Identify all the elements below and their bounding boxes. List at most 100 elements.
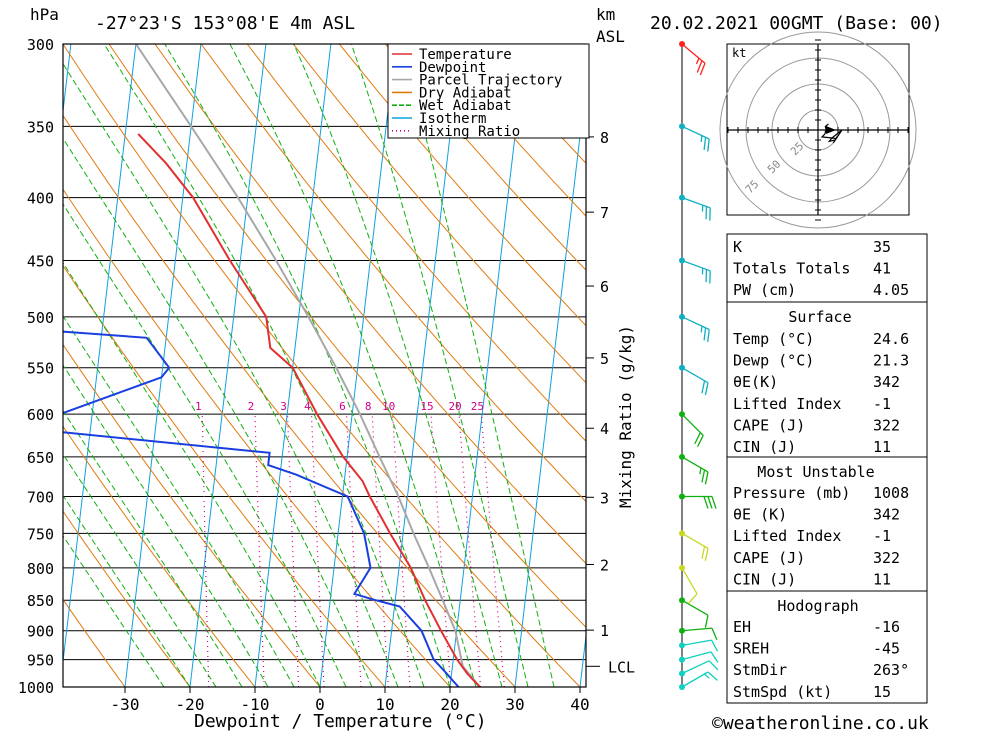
- index-label: StmSpd (kt): [733, 683, 832, 701]
- wet-adiabat-line: [103, 44, 425, 687]
- skew-t-profiles: [63, 44, 481, 687]
- wind-barb: [681, 671, 718, 688]
- mixing-ratio-label: 15: [420, 400, 433, 413]
- legend-entry: Parcel Trajectory: [419, 73, 562, 89]
- height-tick-label: 4: [600, 420, 609, 438]
- pressure-tick-label: 300: [27, 36, 54, 54]
- wind-barb-shaft: [681, 197, 711, 209]
- legend-entry: Isotherm: [419, 111, 486, 127]
- hodograph-unit-label: kt: [732, 46, 746, 60]
- index-value: 35: [873, 238, 891, 256]
- index-value: 24.6: [873, 330, 909, 348]
- index-label: Dewp (°C): [733, 352, 814, 370]
- wet-adiabat-line: [63, 62, 399, 687]
- isotherm-line: [63, 44, 137, 666]
- dry-adiabat-line: [63, 343, 321, 687]
- wind-barb-flag: [694, 432, 701, 445]
- wind-barb-flag: [704, 471, 709, 485]
- wind-barb: [681, 413, 704, 448]
- wind-barb-flag: [703, 327, 707, 341]
- dry-adiabat-line: [63, 510, 191, 687]
- skew-t-grid: [0, 44, 586, 687]
- index-value: 342: [873, 373, 900, 391]
- wet-adiabat-line: [164, 44, 451, 687]
- legend-entry: Dry Adiabat: [419, 85, 512, 101]
- profile-dewpoint: [63, 330, 460, 687]
- wind-barb: [681, 367, 709, 396]
- wind-barb: [681, 532, 709, 561]
- wind-barb-flag: [701, 380, 706, 394]
- mixing-ratio-label: 20: [448, 400, 461, 413]
- wind-barb-shaft: [681, 43, 706, 64]
- unstable-index-box: [726, 456, 928, 592]
- dry-adiabat-line: [63, 598, 126, 687]
- skew-t-diagram: 1 2 3 4 6 8 10 15 20 2530035040045050055060065070…: [0, 36, 635, 714]
- dry-adiabat-line: [108, 44, 586, 629]
- wind-barb: [681, 567, 698, 604]
- wind-barb-shaft: [681, 316, 710, 331]
- wind-barb-flag: [711, 496, 717, 509]
- mixing-ratio-line: [430, 414, 452, 687]
- pressure-tick-label: 650: [27, 449, 54, 467]
- wind-barb: [681, 259, 711, 284]
- pressure-tick-label: 550: [27, 360, 54, 378]
- pressure-tick-label: 900: [27, 623, 54, 641]
- index-label: CIN (J): [733, 570, 796, 588]
- index-label: EH: [733, 618, 751, 636]
- isotherm-line: [0, 44, 6, 687]
- wind-barb-flag: [707, 496, 713, 509]
- wind-barb: [681, 599, 709, 628]
- wind-barb-flag: [704, 382, 709, 396]
- index-value: -16: [873, 618, 900, 636]
- mixing-ratio-label: 8: [365, 400, 372, 413]
- index-value: 263°: [873, 661, 909, 679]
- pressure-tick-label: 750: [27, 525, 54, 543]
- wind-barb-flag: [699, 63, 706, 76]
- temperature-tick-label: 40: [570, 695, 589, 714]
- temperature-tick-label: -20: [176, 695, 205, 714]
- dry-adiabat-line: [63, 425, 256, 687]
- index-value: 342: [873, 506, 900, 524]
- profile-parcel-trajectory: [135, 44, 481, 687]
- mixing-ratio-label: 2: [248, 400, 255, 413]
- height-tick-label: 8: [600, 129, 609, 147]
- index-label: CIN (J): [733, 438, 796, 456]
- wind-barb-flag: [703, 137, 707, 150]
- wind-barb: [681, 660, 719, 675]
- wind-barb-flag: [688, 593, 698, 604]
- wind-barb-half-flag: [699, 467, 702, 475]
- mixing-ratio-label: 3: [280, 400, 287, 413]
- wind-barb-shaft: [681, 567, 698, 595]
- wind-barb: [681, 316, 710, 343]
- height-tick-label: 5: [600, 350, 609, 368]
- height-unit-label: km: [596, 5, 615, 24]
- location-title: -27°23'S 153°08'E 4m ASL: [95, 13, 355, 34]
- wet-adiabat-line: [63, 315, 295, 687]
- index-value: 11: [873, 570, 891, 588]
- height-tick-label: 6: [600, 278, 609, 296]
- index-label: CAPE (J): [733, 549, 805, 567]
- index-value: 41: [873, 260, 891, 278]
- dry-adiabat-line: [154, 44, 586, 565]
- wind-barb-shaft: [681, 599, 709, 616]
- height-tick-label: 2: [600, 556, 609, 574]
- wet-adiabat-line: [63, 137, 373, 687]
- height-tick-label: 1: [600, 622, 609, 640]
- index-label: StmDir: [733, 661, 787, 679]
- dry-adiabat-line: [338, 44, 586, 327]
- wet-adiabat-line: [63, 534, 165, 687]
- wind-barb: [681, 639, 719, 652]
- wind-barb-flag: [696, 60, 703, 73]
- dry-adiabat-line: [63, 264, 386, 687]
- index-label: Temp (°C): [733, 330, 814, 348]
- legend-box: [387, 43, 590, 139]
- isotherm-line: [189, 44, 267, 687]
- wind-barb: [681, 456, 709, 485]
- skew-t-axes: 1 2 3 4 6 8 10 15 20 2530035040045050055060065070…: [18, 36, 635, 714]
- wind-barb-flag: [704, 548, 709, 561]
- legend-entry: Mixing Ratio: [419, 124, 520, 140]
- isotherm-line: [514, 81, 586, 687]
- wind-level-dot: [679, 123, 685, 130]
- hodograph-ring: [719, 31, 917, 229]
